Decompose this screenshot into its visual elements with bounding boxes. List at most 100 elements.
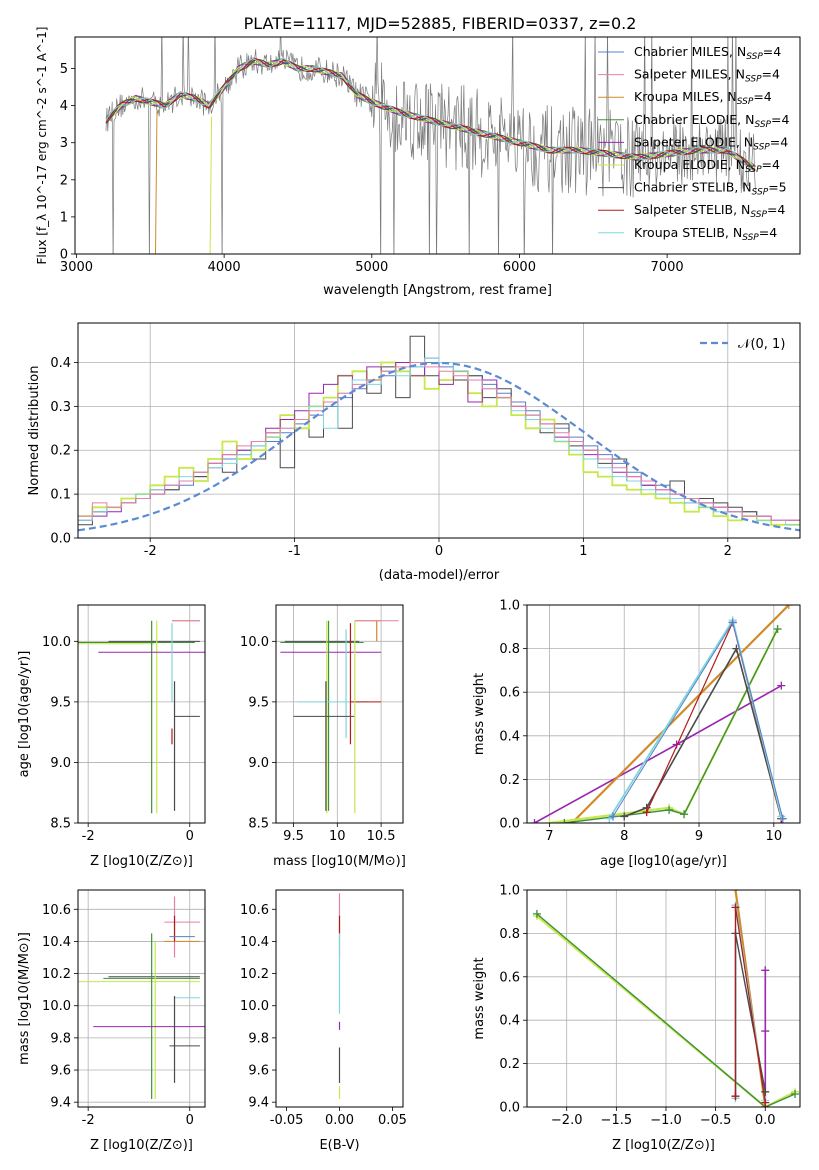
age_vs_mass-xtick-label-2: 10.5 [367,829,396,844]
mass_vs_EBV-ytick-label-1: 9.6 [248,1064,269,1079]
weight_vs_age-xtick-label-1: 8 [620,829,628,844]
residuals-ytick-label-1: 0.1 [50,488,71,503]
weight_vs_age-marker-0-2 [777,681,786,690]
mass_vs_Z-ytick-label-0: 9.4 [50,1096,71,1111]
mass-vs-EBV-xlabel: E(B-V) [319,1138,359,1153]
weight_vs_age-ytick-label-3: 0.6 [499,686,520,701]
mass_vs_EBV-ytick-label-5: 10.4 [240,935,269,950]
spectrum-legend-label-5: Kroupa ELODIE, NSSP=4 [634,157,780,175]
weight_vs_age-marker-3-3 [773,624,782,633]
weight_vs_Z-marker-6-1 [731,903,740,912]
age_vs_mass-ytick-label-2: 9.5 [248,695,269,710]
residuals-ytick-label-3: 0.3 [50,400,71,415]
weight_vs_Z-marker-5-2 [761,1087,770,1096]
weight_vs_Z-ytick-label-1: 0.2 [499,1057,520,1072]
residuals-xtick-label-4: 2 [724,544,732,559]
weight_vs_Z-marker-2-0 [731,890,740,894]
mass_vs_EBV-ytick-label-4: 10.2 [240,967,269,982]
residuals-legend-label: 𝒩(0, 1) [738,337,785,352]
weight_vs_Z-marker-1-0 [532,909,541,918]
weight-vs-Z-xlabel: Z [log10(Z/Z⊙)] [612,1138,715,1153]
spectrum-legend-label-2: Kroupa MILES, NSSP=4 [634,89,772,107]
age_vs_Z-ytick-label-0: 8.5 [50,817,71,832]
residuals-xtick-label-3: 1 [579,544,587,559]
age_vs_Z-frame [77,604,206,824]
weight_vs_age-ytick-label-4: 0.8 [499,642,520,657]
residuals-ytick-label-4: 0.4 [50,356,71,371]
mass_vs_EBV-xtick-label-1: 0.00 [325,1113,354,1128]
clip_weight_vs_Z-area [532,890,800,1107]
age_vs_Z-ytick-label-3: 10.0 [42,635,71,650]
weight_vs_age-ytick-label-5: 1.0 [499,599,520,614]
mass_vs_EBV-frame [275,889,404,1108]
spectrum-xtick-label-1: 4000 [208,260,241,275]
mass_vs_Z-xtick-label-0: -2 [82,1113,95,1128]
mass_vs_Z-ytick-label-4: 10.2 [42,967,71,982]
spectrum-legend-label-3: Chabrier ELODIE, NSSP=4 [634,112,789,130]
residuals-ylabel: Normed distribution [27,366,42,496]
weight-vs-age-ylabel: mass weight [472,673,487,755]
weight_vs_age-line-1 [571,605,790,823]
spectrum-xtick-label-0: 3000 [60,260,93,275]
mass_vs_EBV-ytick-label-3: 10.0 [240,999,269,1014]
model-spectrum-7 [105,57,755,172]
weight_vs_age-ytick-label-0: 0.0 [499,817,520,832]
age_vs_mass-xtick-label-1: 10 [329,829,346,844]
weight_vs_Z-marker-3-1 [761,1027,770,1036]
age_vs_Z-ytick-label-2: 9.5 [50,695,71,710]
spectrum-ytick-label-2: 2 [60,173,68,188]
spectrum-legend-label-1: Salpeter MILES, NSSP=4 [634,67,780,85]
weight_vs_Z-line-0 [536,915,796,1107]
weight_vs_Z-ytick-label-4: 0.8 [499,927,520,942]
weight_vs_age-marker-1-1 [784,605,793,609]
weight_vs_Z-line-1 [536,913,796,1107]
age-vs-mass-xlabel: mass [log10(M/M⊙)] [273,854,406,869]
age_vs_Z-ytick-label-1: 9.0 [50,756,71,771]
clipSpectrum-area [105,37,756,254]
weight_vs_age-ytick-label-2: 0.4 [499,729,520,744]
spectrum-legend-label-0: Chabrier MILES, NSSP=4 [634,44,781,62]
weight_vs_age-marker-7-1 [728,618,737,627]
mass_vs_Z-ytick-label-2: 9.8 [50,1031,71,1046]
spectrum-ytick-label-0: 0 [60,248,68,263]
mass_vs_Z-ytick-label-3: 10.0 [42,999,71,1014]
weight_vs_Z-frame [526,889,801,1108]
weight_vs_age-marker-7-2 [778,814,787,823]
spectrum-ytick-label-4: 4 [60,99,68,114]
spectrum-ylabel: Flux [f_λ 10^-17 erg cm^-2 s^-1 A^-1] [35,27,49,265]
spectrum-legend-label-7: Salpeter STELIB, NSSP=4 [634,202,785,220]
weight_vs_Z-line-6 [734,907,766,1103]
weight_vs_age-frame [526,604,801,824]
clipResid-area [78,335,800,532]
age_vs_mass-frame [275,604,404,824]
age_vs_Z-xtick-label-0: -2 [82,829,95,844]
weight_vs_Z-marker-3-2 [761,966,770,975]
mass-vs-Z-xlabel: Z [log10(Z/Z⊙)] [90,1138,193,1153]
residuals-frame [77,322,801,539]
weight_vs_age-marker-7-0 [609,812,618,821]
spectrum-legend-label-4: Salpeter ELODIE, NSSP=4 [634,134,788,152]
spectrum-ytick-label-1: 1 [60,210,68,225]
normal-curve [78,361,800,532]
spectrum-frame [74,36,801,255]
spectrum-xtick-label-2: 5000 [355,260,388,275]
residuals-xtick-label-1: -1 [288,544,301,559]
weight_vs_Z-marker-6-0 [731,1092,740,1101]
weight_vs_Z-xtick-label-0: −2.0 [551,1113,583,1128]
observed-spectrum-line [105,37,756,254]
weight_vs_age-ytick-label-1: 0.2 [499,773,520,788]
residual-hist-5 [78,362,800,521]
spectrum-legend-label-6: Chabrier STELIB, NSSP=5 [634,180,787,198]
age_vs_mass-ytick-label-3: 10.0 [240,635,269,650]
mass_vs_EBV-xtick-label-0: -0.05 [270,1113,304,1128]
spectrum-xlabel: wavelength [Angstrom, rest frame] [323,283,552,298]
weight-vs-Z-ylabel: mass weight [472,957,487,1039]
figure-title: PLATE=1117, MJD=52885, FIBERID=0337, z=0… [244,14,637,33]
mass_vs_Z-xtick-label-1: 0 [186,1113,194,1128]
clip_age_vs_mass-area [280,620,399,814]
spectrum-ytick-label-3: 3 [60,136,68,151]
age_vs_mass-ytick-label-0: 8.5 [248,817,269,832]
weight_vs_age-line-2 [549,628,779,823]
